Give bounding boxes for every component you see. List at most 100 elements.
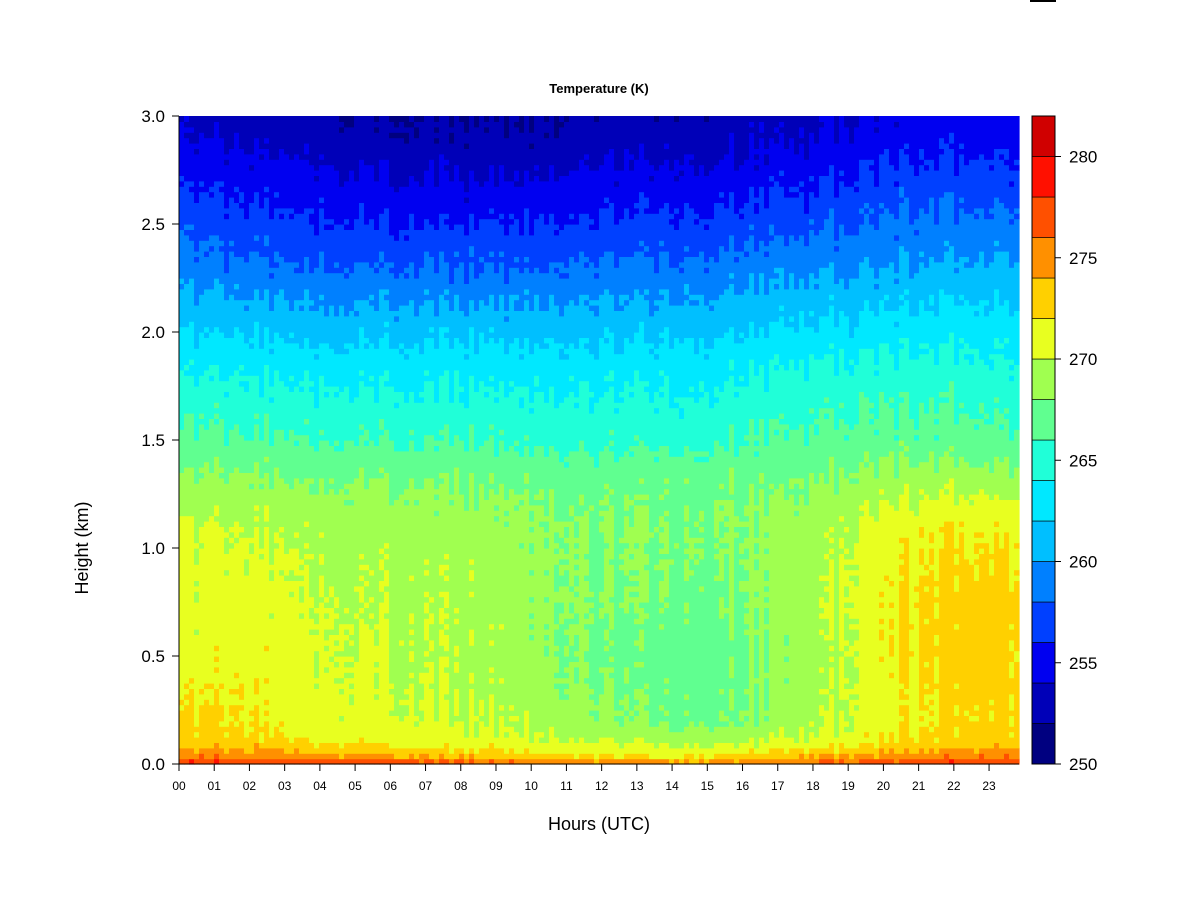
heatmap-cell [234, 288, 240, 301]
heatmap-cell [899, 396, 905, 403]
heatmap-cell [554, 531, 560, 544]
heatmap-cell [334, 742, 340, 754]
heatmap-cell [429, 332, 435, 338]
heatmap-cell [634, 612, 640, 619]
heatmap-cell [299, 737, 305, 754]
heatmap-cell [509, 386, 515, 392]
heatmap-cell [319, 342, 325, 376]
heatmap-cell [699, 521, 705, 527]
heatmap-cell [194, 602, 200, 630]
heatmap-cell [764, 580, 770, 587]
heatmap-cell [599, 294, 605, 338]
heatmap-cell [604, 337, 610, 344]
heatmap-cell [184, 180, 190, 225]
heatmap-cell [484, 180, 490, 220]
heatmap-cell [294, 272, 300, 301]
heatmap-cell [244, 380, 250, 392]
heatmap-cell [194, 753, 200, 760]
heatmap-cell [524, 116, 530, 171]
heatmap-cell [414, 715, 420, 722]
heatmap-cell [219, 526, 225, 684]
heatmap-cell [529, 612, 535, 619]
heatmap-cell [439, 629, 445, 646]
heatmap-cell [374, 477, 380, 625]
heatmap-cell [914, 607, 920, 743]
heatmap-column [909, 116, 915, 765]
heatmap-cell [884, 342, 890, 403]
heatmap-cell [399, 645, 405, 700]
heatmap-cell [229, 747, 235, 760]
heatmap-cell [1004, 747, 1010, 754]
heatmap-cell [764, 391, 770, 446]
heatmap-cell [699, 396, 705, 452]
heatmap-cell [274, 261, 280, 268]
heatmap-column [789, 116, 795, 765]
heatmap-cell [554, 224, 560, 230]
heatmap-cell [934, 683, 940, 689]
heatmap-cell [514, 450, 520, 495]
heatmap-cell [494, 521, 500, 738]
heatmap-cell [824, 531, 830, 538]
heatmap-cell [574, 591, 580, 598]
heatmap-cell [244, 758, 250, 765]
heatmap-cell [769, 483, 775, 490]
heatmap-cell [224, 218, 230, 274]
heatmap-cell [319, 742, 325, 754]
heatmap-cell [774, 267, 780, 274]
heatmap-cell [979, 359, 985, 403]
heatmap-cell [479, 272, 485, 301]
heatmap-cell [514, 299, 520, 311]
heatmap-cell [554, 629, 560, 646]
heatmap-cell [564, 305, 570, 349]
y-axis-label: Height (km) [72, 501, 92, 594]
heatmap-cell [594, 299, 600, 306]
heatmap-cell [974, 715, 980, 722]
heatmap-cell [924, 726, 930, 754]
heatmap-cell [894, 326, 900, 371]
heatmap-cell [724, 515, 730, 522]
heatmap-cell [304, 542, 310, 549]
heatmap-cell [959, 143, 965, 149]
heatmap-cell [934, 688, 940, 727]
heatmap-column [449, 116, 455, 765]
heatmap-cell [949, 380, 955, 446]
heatmap-cell [679, 396, 685, 409]
heatmap-cell [394, 132, 400, 139]
heatmap-cell [234, 726, 240, 749]
heatmap-cell [949, 245, 955, 295]
heatmap-cell [384, 116, 390, 160]
heatmap-cell [389, 504, 395, 684]
heatmap-cell [374, 121, 380, 128]
heatmap-cell [829, 753, 835, 760]
heatmap-cell [674, 456, 680, 544]
heatmap-cell [684, 542, 690, 549]
heatmap-cell [684, 251, 690, 257]
heatmap-cell [609, 488, 615, 495]
heatmap-cell [944, 402, 950, 452]
heatmap-cell [264, 715, 270, 722]
heatmap-cell [419, 672, 425, 684]
heatmap-cell [529, 353, 535, 403]
heatmap-cell [429, 326, 435, 333]
heatmap-cell [439, 596, 445, 608]
heatmap-cell [634, 548, 640, 571]
heatmap-cell [554, 656, 560, 673]
heatmap-cell [589, 261, 595, 301]
heatmap-cell [664, 602, 670, 608]
heatmap-cell [894, 321, 900, 328]
heatmap-cell [934, 434, 940, 441]
heatmap-cell [454, 720, 460, 749]
heatmap-cell [679, 218, 685, 263]
heatmap-cell [934, 224, 940, 263]
heatmap-cell [529, 758, 535, 765]
heatmap-cell [669, 407, 675, 457]
heatmap-column [609, 116, 615, 765]
heatmap-column [214, 116, 220, 765]
heatmap-cell [599, 758, 605, 765]
heatmap-cell [189, 126, 195, 133]
heatmap-cell [194, 116, 200, 144]
heatmap-cell [844, 186, 850, 236]
heatmap-cell [709, 747, 715, 760]
heatmap-cell [874, 116, 880, 122]
heatmap-cell [409, 126, 415, 176]
